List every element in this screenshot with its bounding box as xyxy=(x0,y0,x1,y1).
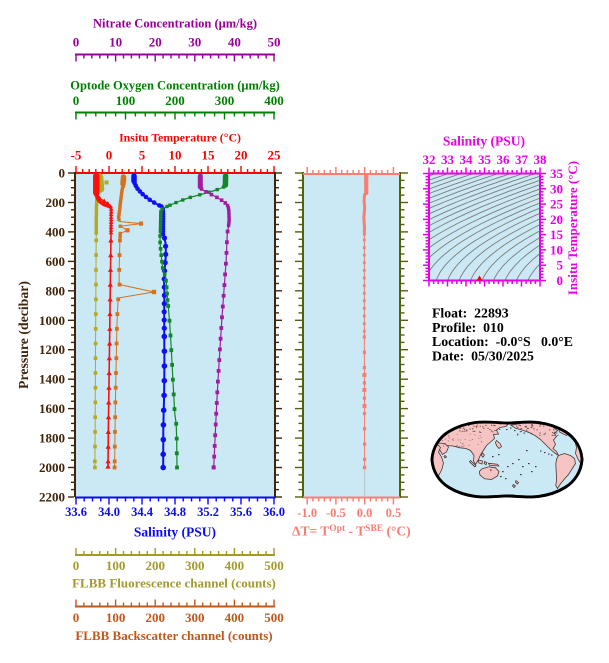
svg-text:600: 600 xyxy=(46,254,66,269)
svg-text:Date: 05/30/2025: Date: 05/30/2025 xyxy=(432,348,534,363)
svg-text:800: 800 xyxy=(46,283,66,298)
svg-text:5: 5 xyxy=(557,258,564,273)
svg-text:36: 36 xyxy=(497,152,511,167)
svg-text:FLBB Backscatter channel (coun: FLBB Backscatter channel (counts) xyxy=(75,628,272,643)
svg-text:20: 20 xyxy=(235,148,248,163)
svg-text:35: 35 xyxy=(478,152,492,167)
svg-text:25: 25 xyxy=(550,197,564,212)
svg-text:400: 400 xyxy=(225,610,245,625)
svg-text:Insitu Temperature (°C): Insitu Temperature (°C) xyxy=(565,161,580,295)
svg-text:1600: 1600 xyxy=(39,401,65,416)
svg-text:34.4: 34.4 xyxy=(131,505,154,519)
svg-text:33: 33 xyxy=(441,152,455,167)
svg-text:200: 200 xyxy=(165,93,185,108)
svg-text:Nitrate Concentration (μm/kg): Nitrate Concentration (μm/kg) xyxy=(93,17,257,31)
svg-text:0: 0 xyxy=(73,558,80,573)
svg-text:37: 37 xyxy=(515,152,529,167)
svg-text:1000: 1000 xyxy=(39,313,65,328)
svg-text:Insitu Temperature (°C): Insitu Temperature (°C) xyxy=(119,131,241,145)
svg-text:2200: 2200 xyxy=(39,490,65,505)
svg-text:ΔT= TOpt - TSBE (°C): ΔT= TOpt - TSBE (°C) xyxy=(292,524,411,539)
svg-text:Location: -0.0°S 0.0°E: Location: -0.0°S 0.0°E xyxy=(432,334,573,349)
svg-text:5: 5 xyxy=(139,148,146,163)
svg-text:2000: 2000 xyxy=(39,460,65,475)
svg-text:-1.0: -1.0 xyxy=(297,506,317,520)
svg-text:Salinity (PSU): Salinity (PSU) xyxy=(134,525,216,540)
svg-text:0: 0 xyxy=(73,610,80,625)
svg-text:400: 400 xyxy=(225,558,245,573)
svg-text:15: 15 xyxy=(202,148,216,163)
svg-text:300: 300 xyxy=(215,93,235,108)
svg-text:0: 0 xyxy=(59,166,66,181)
svg-text:-0.5: -0.5 xyxy=(326,506,346,520)
svg-text:200: 200 xyxy=(145,558,165,573)
svg-text:40: 40 xyxy=(228,35,241,50)
svg-text:0.5: 0.5 xyxy=(386,506,402,520)
svg-text:FLBB Fluorescence channel (cou: FLBB Fluorescence channel (counts) xyxy=(72,576,276,591)
svg-text:10: 10 xyxy=(109,35,122,50)
svg-text:Profile: 010: Profile: 010 xyxy=(432,320,504,335)
svg-text:1800: 1800 xyxy=(39,431,65,446)
svg-text:Optode Oxygen Concentration (μ: Optode Oxygen Concentration (μm/kg) xyxy=(70,79,280,93)
svg-text:1400: 1400 xyxy=(39,372,65,387)
svg-text:300: 300 xyxy=(185,558,205,573)
svg-text:0: 0 xyxy=(557,273,564,288)
svg-text:400: 400 xyxy=(264,93,284,108)
svg-text:33.6: 33.6 xyxy=(65,505,87,519)
svg-text:500: 500 xyxy=(264,558,284,573)
svg-text:38: 38 xyxy=(534,152,548,167)
svg-text:32: 32 xyxy=(423,152,436,167)
svg-text:34.8: 34.8 xyxy=(164,505,186,519)
svg-text:36.0: 36.0 xyxy=(263,505,285,519)
svg-text:100: 100 xyxy=(116,93,136,108)
svg-text:35.2: 35.2 xyxy=(197,505,219,519)
svg-text:500: 500 xyxy=(264,610,284,625)
svg-text:0: 0 xyxy=(73,35,80,50)
svg-text:400: 400 xyxy=(46,224,66,239)
svg-text:35.6: 35.6 xyxy=(230,505,252,519)
svg-text:200: 200 xyxy=(46,195,66,210)
svg-text:34.0: 34.0 xyxy=(98,505,120,519)
svg-text:25: 25 xyxy=(268,148,282,163)
svg-text:10: 10 xyxy=(550,242,563,257)
svg-text:30: 30 xyxy=(550,181,563,196)
svg-text:300: 300 xyxy=(185,610,205,625)
svg-text:15: 15 xyxy=(550,227,564,242)
svg-text:100: 100 xyxy=(106,558,126,573)
svg-text:Salinity (PSU): Salinity (PSU) xyxy=(443,134,525,149)
svg-text:50: 50 xyxy=(268,35,281,50)
svg-text:0: 0 xyxy=(106,148,113,163)
svg-text:20: 20 xyxy=(550,212,563,227)
svg-text:-5: -5 xyxy=(71,148,82,163)
svg-text:10: 10 xyxy=(169,148,182,163)
svg-text:20: 20 xyxy=(149,35,162,50)
svg-text:35: 35 xyxy=(550,166,564,181)
svg-text:200: 200 xyxy=(145,610,165,625)
svg-text:1200: 1200 xyxy=(39,342,65,357)
svg-text:30: 30 xyxy=(188,35,201,50)
svg-text:Float: 22893: Float: 22893 xyxy=(432,306,509,321)
svg-text:100: 100 xyxy=(106,610,126,625)
svg-text:Pressure (decibar): Pressure (decibar) xyxy=(16,281,32,389)
svg-text:0: 0 xyxy=(73,93,80,108)
svg-text:0.0: 0.0 xyxy=(357,506,373,520)
svg-text:34: 34 xyxy=(460,152,474,167)
